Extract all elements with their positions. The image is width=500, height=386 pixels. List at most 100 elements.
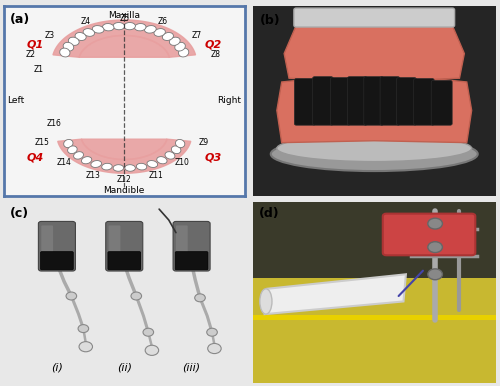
Text: Z14: Z14 [56,159,72,168]
Text: (i): (i) [51,362,63,372]
Ellipse shape [91,161,102,168]
FancyBboxPatch shape [383,213,476,255]
Ellipse shape [277,135,471,162]
Ellipse shape [144,25,156,33]
Text: Z15: Z15 [35,138,50,147]
Ellipse shape [170,37,180,46]
FancyBboxPatch shape [176,225,188,269]
Text: Q4: Q4 [26,153,44,163]
Ellipse shape [124,22,136,30]
Bar [252,202,496,283]
Ellipse shape [175,42,186,51]
Polygon shape [284,16,465,82]
Text: Right: Right [217,96,241,105]
Ellipse shape [75,32,86,41]
Ellipse shape [68,37,79,46]
FancyBboxPatch shape [364,77,384,125]
Text: Left: Left [8,96,25,105]
Ellipse shape [102,24,114,31]
Text: Q1: Q1 [26,39,44,49]
Ellipse shape [74,152,84,159]
Text: (iii): (iii) [182,362,200,372]
Ellipse shape [162,32,173,41]
FancyBboxPatch shape [38,222,76,271]
Ellipse shape [154,29,166,36]
Ellipse shape [157,157,167,164]
Circle shape [194,294,205,302]
Circle shape [208,344,221,354]
Polygon shape [58,139,191,173]
FancyBboxPatch shape [348,77,367,125]
Text: Z16: Z16 [47,119,62,128]
Text: Q3: Q3 [204,153,222,163]
Circle shape [79,342,92,352]
Text: (b): (b) [260,14,280,27]
Text: Z10: Z10 [174,159,190,168]
Text: (d): (d) [258,207,279,220]
FancyBboxPatch shape [431,80,452,125]
Ellipse shape [63,42,74,51]
Circle shape [428,218,442,229]
FancyBboxPatch shape [40,252,74,270]
FancyBboxPatch shape [175,252,208,270]
Bar [252,278,496,383]
Text: (c): (c) [10,207,29,220]
Circle shape [66,292,76,300]
Text: Z13: Z13 [86,171,100,180]
FancyBboxPatch shape [106,222,143,271]
Text: Z5: Z5 [119,14,130,23]
Text: Mandible: Mandible [104,186,145,195]
FancyBboxPatch shape [294,8,454,27]
Circle shape [143,328,154,336]
FancyBboxPatch shape [42,225,53,269]
FancyBboxPatch shape [108,252,140,270]
Circle shape [206,328,218,336]
Text: (a): (a) [10,13,30,26]
Ellipse shape [260,289,272,314]
Ellipse shape [125,165,136,171]
Text: Z7: Z7 [192,31,202,40]
Circle shape [428,242,442,252]
Text: Z2: Z2 [26,50,36,59]
Text: Z9: Z9 [198,138,208,147]
Ellipse shape [83,29,94,36]
Polygon shape [277,73,471,143]
Ellipse shape [136,163,147,170]
FancyBboxPatch shape [414,79,434,125]
Ellipse shape [271,137,478,171]
Ellipse shape [165,152,175,159]
Text: Z12: Z12 [117,175,132,184]
Ellipse shape [64,139,73,147]
Text: (ii): (ii) [117,362,132,372]
Text: Q2: Q2 [204,39,222,49]
Text: Maxilla: Maxilla [108,11,140,20]
Ellipse shape [82,157,92,164]
Ellipse shape [68,146,77,154]
Ellipse shape [113,165,124,171]
Text: Z8: Z8 [210,50,220,59]
FancyBboxPatch shape [108,225,120,269]
Polygon shape [264,274,406,314]
Text: Z1: Z1 [34,65,44,74]
Bar [252,315,496,320]
Ellipse shape [60,48,70,57]
Circle shape [131,292,141,300]
FancyBboxPatch shape [380,77,400,125]
FancyBboxPatch shape [294,79,316,125]
Ellipse shape [178,48,189,57]
Ellipse shape [92,25,104,33]
Ellipse shape [134,24,146,31]
FancyBboxPatch shape [312,77,333,125]
Polygon shape [82,139,167,159]
FancyBboxPatch shape [173,222,210,271]
Text: Z6: Z6 [158,17,168,26]
Ellipse shape [102,163,112,170]
Ellipse shape [176,139,185,147]
Ellipse shape [172,146,181,154]
Text: Z11: Z11 [148,171,163,180]
Ellipse shape [113,22,124,30]
Circle shape [145,345,158,356]
Text: Z3: Z3 [44,31,55,40]
Ellipse shape [147,161,158,168]
Text: Z4: Z4 [80,17,91,26]
